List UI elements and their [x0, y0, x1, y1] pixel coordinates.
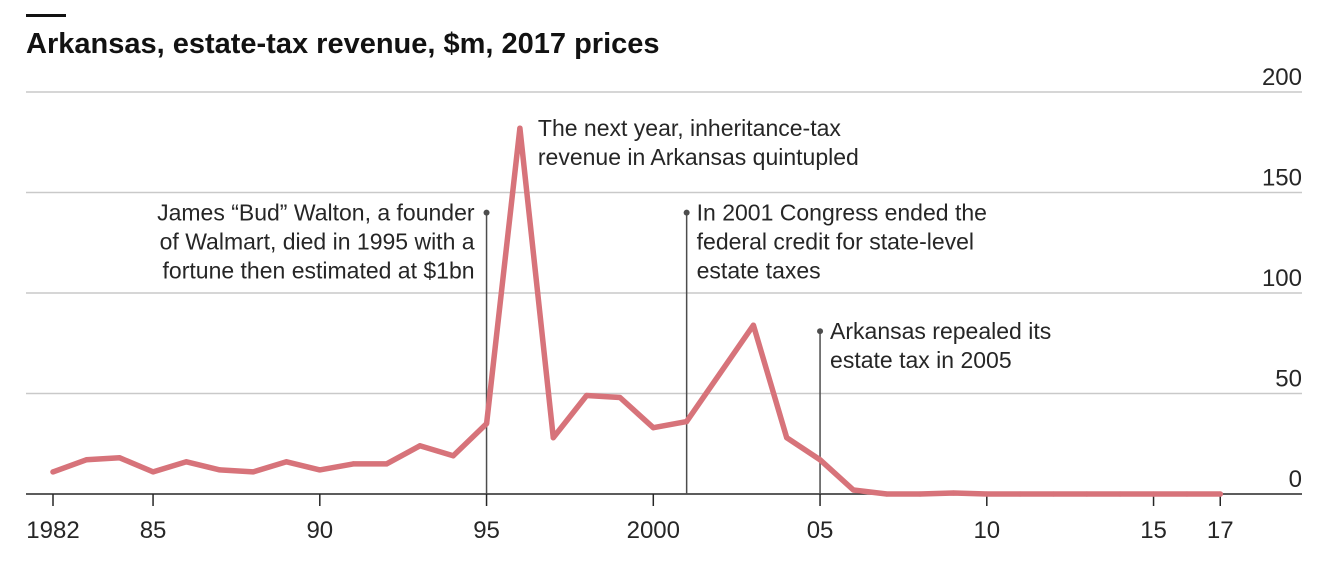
- x-tick-label: 90: [306, 517, 333, 544]
- data-point: [550, 435, 556, 441]
- annotation: James “Bud” Walton, a founder of Walmart,…: [157, 200, 490, 494]
- data-point: [817, 457, 823, 463]
- data-point: [1184, 491, 1190, 497]
- data-point: [383, 461, 390, 467]
- gridlines: [26, 91, 1302, 395]
- data-point: [584, 392, 590, 399]
- annotation-text: In 2001 Congress ended the: [697, 200, 987, 226]
- series-layer: [50, 125, 1224, 497]
- annotation-text: estate taxes: [697, 258, 821, 284]
- annotation-text: revenue in Arkansas quintupled: [538, 144, 859, 170]
- annotations: James “Bud” Walton, a founder of Walmart,…: [157, 115, 1051, 494]
- x-tick-label: 1982: [26, 517, 79, 544]
- y-tick-label: 200: [1262, 64, 1302, 91]
- x-tick-label: 85: [140, 517, 167, 544]
- annotation: In 2001 Congress ended the federal credit…: [683, 200, 987, 494]
- data-point: [350, 461, 356, 467]
- data-point: [884, 491, 890, 497]
- y-tick-labels: 200 150 100 50 0: [1262, 64, 1302, 493]
- annotation-leader-dot: [683, 209, 690, 216]
- y-tick-label: 50: [1275, 366, 1302, 393]
- data-point: [850, 487, 857, 493]
- data-point: [950, 490, 957, 496]
- x-axis: 1982 85 90 95 2000 05 10 15 17: [26, 493, 1302, 544]
- data-point: [317, 467, 323, 473]
- annotation: Arkansas repealed its estate tax in 2005: [817, 318, 1051, 494]
- data-point: [784, 435, 790, 441]
- annotation-text: of Walmart, died in 1995 with a: [160, 229, 475, 255]
- annotation: The next year, inheritance-tax revenue in…: [538, 115, 859, 170]
- data-point: [483, 421, 490, 427]
- annotation-text: federal credit for state-level: [697, 229, 974, 255]
- annotation-text: James “Bud” Walton, a founder: [157, 200, 475, 226]
- annotation-text: fortune then estimated at $1bn: [163, 258, 475, 284]
- x-tick-label: 2000: [627, 517, 680, 544]
- annotation-text: Arkansas repealed its: [830, 318, 1051, 344]
- y-tick-label: 0: [1289, 466, 1302, 493]
- y-tick-label: 150: [1262, 165, 1302, 192]
- chart-title: Arkansas, estate-tax revenue, $m, 2017 p…: [26, 28, 660, 60]
- x-tick-label: 15: [1140, 517, 1167, 544]
- data-point: [917, 491, 923, 497]
- annotation-leader-dot: [483, 209, 490, 216]
- data-point: [283, 459, 290, 465]
- data-point: [1217, 491, 1223, 497]
- annotation-text: estate tax in 2005: [830, 347, 1012, 373]
- data-point: [1050, 491, 1057, 497]
- data-point: [617, 394, 623, 401]
- data-point: [684, 419, 690, 425]
- x-tick-label: 17: [1207, 517, 1234, 544]
- series-line: [50, 125, 1224, 497]
- x-tick-label: 95: [473, 517, 500, 544]
- data-point: [50, 469, 56, 475]
- data-point: [1017, 491, 1023, 497]
- data-point: [417, 443, 423, 449]
- data-point: [517, 125, 523, 131]
- data-point: [150, 469, 156, 475]
- data-point: [650, 425, 656, 431]
- data-point: [1150, 491, 1157, 497]
- data-point: [450, 453, 456, 459]
- x-tick-label: 10: [973, 517, 1000, 544]
- data-point: [1084, 491, 1090, 497]
- y-tick-label: 100: [1262, 265, 1302, 292]
- data-point: [984, 491, 990, 497]
- data-point: [217, 467, 223, 473]
- x-tick-label: 05: [807, 517, 834, 544]
- annotation-leader-dot: [817, 328, 824, 335]
- title-rule: [26, 14, 66, 17]
- annotation-text: The next year, inheritance-tax: [538, 115, 841, 141]
- data-point: [117, 455, 123, 461]
- data-point: [83, 457, 89, 463]
- data-point: [250, 469, 256, 475]
- data-point: [717, 370, 723, 376]
- data-point: [750, 322, 756, 328]
- data-point: [1117, 491, 1123, 497]
- data-point: [183, 459, 189, 465]
